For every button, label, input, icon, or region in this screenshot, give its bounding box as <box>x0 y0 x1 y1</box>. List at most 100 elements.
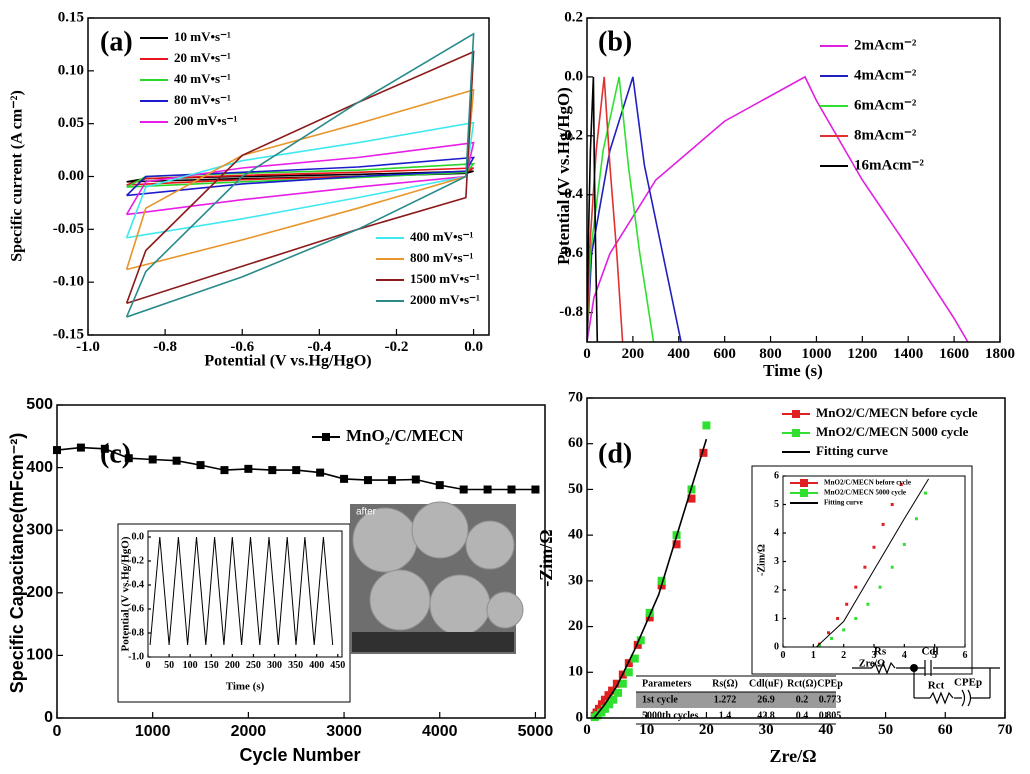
marker <box>340 474 349 483</box>
legend-label: 200 mV•s⁻¹ <box>174 113 237 128</box>
y-tick-label: 0 <box>774 641 779 652</box>
marker <box>630 654 639 663</box>
x-tick-label: 250 <box>246 660 261 671</box>
x-tick-label: 100 <box>183 660 198 671</box>
series-line <box>125 88 475 271</box>
table-header: CPEp <box>817 678 843 689</box>
legend-label: 10 mV•s⁻¹ <box>174 29 231 44</box>
legend-label: 400 mV•s⁻¹ <box>410 229 473 244</box>
sem-scalebar <box>352 632 514 652</box>
series-line <box>593 438 708 718</box>
x-tick-label: 40 <box>818 722 833 738</box>
x-tick-label: -0.2 <box>385 339 409 355</box>
plot-frame <box>147 530 343 658</box>
y-tick-label: 0.10 <box>58 62 84 78</box>
marker <box>827 631 830 635</box>
marker <box>881 522 885 526</box>
y-tick-label: 20 <box>568 618 583 634</box>
marker <box>435 481 444 490</box>
y-tick-label: 3 <box>774 556 779 567</box>
series-line <box>587 76 624 342</box>
plot-frame <box>56 404 546 719</box>
marker <box>914 517 918 521</box>
axis-title: Potential (V vs.Hg/HgO) <box>120 536 132 651</box>
marker <box>854 585 858 589</box>
axis-title: -Zim/Ω <box>756 544 767 576</box>
x-tick-label: 800 <box>759 346 782 362</box>
marker <box>600 695 609 704</box>
marker <box>244 464 253 473</box>
x-tick-label: 2 <box>841 650 846 661</box>
legend-label: MnO2/C/MECN 5000 cycle <box>816 424 969 439</box>
x-tick-label: 0 <box>146 660 151 671</box>
legend-label: 80 mV•s⁻¹ <box>174 92 231 107</box>
marker <box>672 540 681 549</box>
y-tick-label: 0.00 <box>58 168 84 184</box>
x-tick-label: 30 <box>759 722 774 738</box>
series-line <box>816 478 930 647</box>
series-line <box>587 76 599 342</box>
marker <box>645 608 654 617</box>
legend-marker <box>800 489 808 497</box>
x-tick-label: -0.6 <box>230 339 254 355</box>
marker <box>411 475 420 484</box>
y-tick-label: 0.2 <box>564 9 583 25</box>
x-tick-label: 60 <box>938 722 953 738</box>
marker <box>636 636 645 645</box>
series-line <box>587 76 655 342</box>
marker <box>600 704 609 713</box>
marker <box>268 466 277 475</box>
x-tick-label: 0 <box>583 722 591 738</box>
sem-particle <box>411 501 469 559</box>
table-cell: 0.2 <box>796 694 809 705</box>
table-cell: 26.9 <box>757 694 775 705</box>
y-tick-label: 30 <box>568 572 583 588</box>
panel-label: (c) <box>100 438 131 469</box>
x-tick-label: 400 <box>668 346 691 362</box>
legend-marker <box>792 429 800 437</box>
sem-particle <box>486 591 524 629</box>
y-tick-label: 200 <box>26 584 53 601</box>
x-tick-label: 4000 <box>422 723 458 740</box>
axis-title: Potential (V vs.Hg/HgO) <box>204 353 371 370</box>
marker <box>292 466 301 475</box>
marker <box>842 628 846 632</box>
x-tick-label: 4 <box>902 650 907 661</box>
x-tick-label: 6 <box>963 650 968 661</box>
table-cell: 1st cycle <box>642 694 678 705</box>
x-tick-label: 2000 <box>231 723 267 740</box>
table-cell: 0.4 <box>796 710 809 721</box>
x-tick-label: 5000 <box>518 723 554 740</box>
y-tick-label: 300 <box>26 521 53 538</box>
legend-label: 2000 mV•s⁻¹ <box>410 292 480 307</box>
plot-frame <box>586 397 1006 719</box>
x-tick-label: 1800 <box>985 346 1015 362</box>
marker <box>699 448 708 457</box>
marker <box>618 679 627 688</box>
marker <box>100 444 109 453</box>
table-header: Cdl(uF) <box>749 678 783 689</box>
marker <box>624 668 633 677</box>
plot-frame <box>586 17 1001 343</box>
axis-title: Specific current (A cm⁻²) <box>9 90 26 262</box>
legend-label: 20 mV•s⁻¹ <box>174 50 231 65</box>
marker <box>866 602 870 606</box>
y-tick-label: -0.8 <box>559 304 583 320</box>
x-tick-label: 0 <box>53 723 62 740</box>
legend-label: 800 mV•s⁻¹ <box>410 250 473 265</box>
x-tick-label: 1000 <box>135 723 171 740</box>
x-tick-label: 450 <box>330 660 345 671</box>
panel-label: (a) <box>100 26 133 57</box>
series-line <box>587 75 969 342</box>
table-header: Rct(Ω) <box>787 678 817 689</box>
axis-title: Zre/Ω <box>859 658 885 669</box>
axis-title: Time (s) <box>763 361 823 380</box>
marker <box>608 686 617 695</box>
resistor <box>871 661 896 675</box>
image-caption: after <box>356 507 377 518</box>
legend-label: 6mAcm⁻² <box>854 97 917 113</box>
circuit-label: Rct <box>928 680 945 692</box>
y-tick-label: -1.0 <box>128 651 144 662</box>
marker <box>148 455 157 464</box>
